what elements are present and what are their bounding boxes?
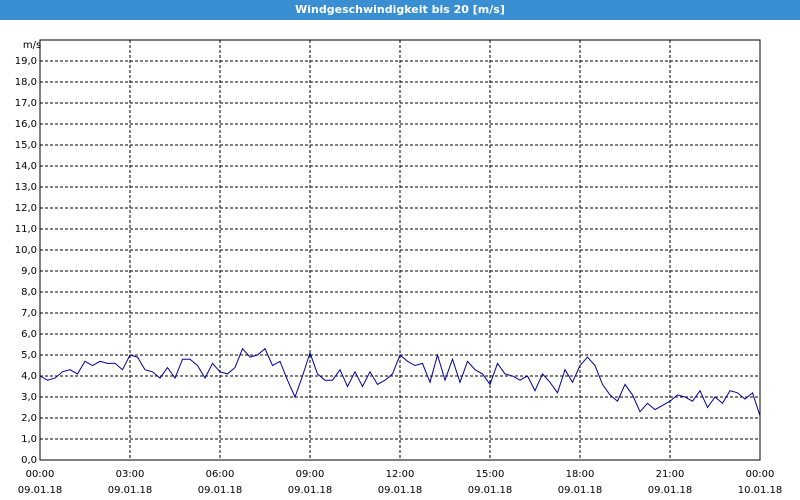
y-tick-label: 7,0 bbox=[21, 308, 37, 319]
x-tick-date: 09.01.18 bbox=[108, 485, 153, 496]
y-tick-label: 12,0 bbox=[15, 203, 37, 214]
x-tick-date: 09.01.18 bbox=[18, 485, 63, 496]
x-tick-label: 03:00 bbox=[116, 469, 145, 480]
y-unit: m/s bbox=[23, 40, 41, 51]
y-tick-label: 8,0 bbox=[21, 287, 37, 298]
x-tick-date: 10.01.18 bbox=[738, 485, 783, 496]
y-tick-label: 1,0 bbox=[21, 434, 37, 445]
y-tick-label: 10,0 bbox=[15, 245, 37, 256]
y-tick-label: 0,0 bbox=[21, 455, 37, 466]
x-tick-label: 21:00 bbox=[656, 469, 685, 480]
y-tick-label: 11,0 bbox=[15, 224, 37, 235]
title-bar bbox=[0, 0, 800, 20]
y-tick-label: 2,0 bbox=[21, 413, 37, 424]
y-tick-label: 18,0 bbox=[15, 77, 37, 88]
x-tick-date: 09.01.18 bbox=[288, 485, 333, 496]
y-tick-label: 13,0 bbox=[15, 182, 37, 193]
y-tick-label: 14,0 bbox=[15, 161, 37, 172]
x-tick-label: 00:00 bbox=[746, 469, 775, 480]
y-tick-label: 5,0 bbox=[21, 350, 37, 361]
x-tick-label: 18:00 bbox=[566, 469, 595, 480]
y-tick-label: 19,0 bbox=[15, 56, 37, 67]
x-tick-date: 09.01.18 bbox=[648, 485, 693, 496]
y-tick-label: 3,0 bbox=[21, 392, 37, 403]
x-tick-label: 00:00 bbox=[26, 469, 55, 480]
y-tick-label: 15,0 bbox=[15, 140, 37, 151]
x-tick-label: 06:00 bbox=[206, 469, 235, 480]
y-tick-label: 17,0 bbox=[15, 98, 37, 109]
x-tick-date: 09.01.18 bbox=[558, 485, 603, 496]
x-tick-label: 15:00 bbox=[476, 469, 505, 480]
y-tick-label: 16,0 bbox=[15, 119, 37, 130]
x-tick-date: 09.01.18 bbox=[378, 485, 423, 496]
y-tick-label: 4,0 bbox=[21, 371, 37, 382]
x-tick-label: 12:00 bbox=[386, 469, 415, 480]
y-tick-label: 9,0 bbox=[21, 266, 37, 277]
x-tick-label: 09:00 bbox=[296, 469, 325, 480]
y-tick-label: 6,0 bbox=[21, 329, 37, 340]
x-tick-date: 09.01.18 bbox=[198, 485, 243, 496]
x-tick-date: 09.01.18 bbox=[468, 485, 513, 496]
chart-title: Windgeschwindigkeit bis 20 [m/s] bbox=[295, 3, 505, 16]
line-series bbox=[39, 347, 761, 417]
